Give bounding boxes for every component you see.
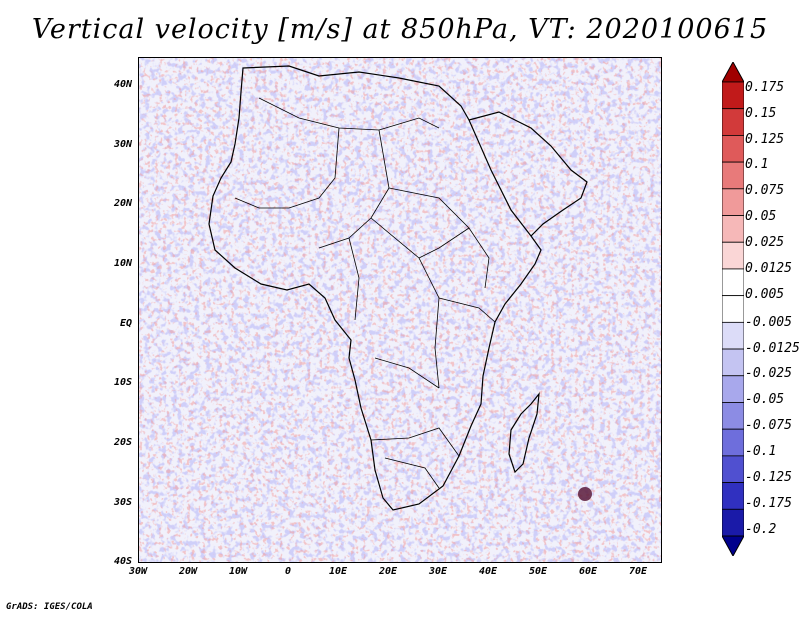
lat-label-eq: EQ [119, 318, 132, 329]
lon-label-40e: 40E [478, 566, 498, 577]
colorbar-label: 0.0125 [745, 261, 792, 276]
colorbar-label: 0.075 [745, 183, 785, 198]
lat-label-40n: 40N [113, 79, 132, 90]
lat-label-10s: 10S [113, 377, 132, 388]
colorbar-cell [722, 428, 744, 457]
lat-label-20s: 20S [113, 437, 132, 448]
colorbar [722, 62, 744, 556]
colorbar-cell [722, 268, 744, 297]
colorbar-label: -0.05 [745, 392, 785, 407]
colorbar-cell [722, 375, 744, 403]
lon-label-10e: 10E [328, 566, 348, 577]
lon-label-30e: 30E [428, 566, 448, 577]
colorbar-cell [722, 135, 744, 163]
colorbar-cell [722, 108, 744, 136]
colorbar-cell [722, 188, 744, 216]
lon-label-70e: 70E [628, 566, 648, 577]
grads-credit: GrADS: IGES/COLA [6, 602, 93, 612]
chart-title: Vertical velocity [m/s] at 850hPa, VT: 2… [31, 14, 769, 45]
colorbar-label: 0.1 [745, 157, 769, 172]
lon-label-50e: 50E [528, 566, 548, 577]
colorbar-label: -0.0125 [745, 341, 800, 356]
lat-label-10n: 10N [113, 258, 132, 269]
map-plot [138, 57, 662, 563]
colorbar-label: 0.025 [745, 235, 785, 250]
colorbar-label: 0.005 [745, 287, 785, 302]
colorbar-label: 0.15 [745, 106, 777, 121]
arabia-coastline [468, 111, 588, 237]
colorbar-label: -0.005 [745, 315, 792, 330]
lon-label-0: 0 [284, 566, 292, 577]
colorbar-label: -0.175 [745, 496, 792, 511]
colorbar-bottom-arrow [722, 535, 744, 556]
colorbar-cell [722, 508, 744, 537]
lat-label-20n: 20N [113, 198, 132, 209]
country-borders [234, 97, 496, 489]
lat-label-30s: 30S [113, 497, 132, 508]
colorbar-label: -0.025 [745, 366, 792, 381]
lat-label-40s: 40S [113, 556, 132, 567]
colorbar-cell [722, 402, 744, 430]
colorbar-cell [722, 81, 744, 110]
colorbar-top-arrow [722, 62, 744, 83]
colorbar-label: -0.1 [745, 444, 777, 459]
colorbar-cell [722, 241, 744, 270]
lon-label-10w: 10W [228, 566, 248, 577]
africa-coastline [208, 65, 542, 511]
madagascar-coastline [508, 392, 540, 474]
ascending-motion-texture [139, 58, 661, 562]
colorbar-cell [722, 321, 744, 350]
lon-label-20w: 20W [178, 566, 198, 577]
colorbar-cell [722, 295, 744, 323]
map-canvas [139, 58, 661, 562]
colorbar-label: -0.2 [745, 522, 777, 537]
colorbar-label: 0.125 [745, 132, 785, 147]
colorbar-cell [722, 161, 744, 190]
cyclone-feature [578, 487, 592, 501]
lat-label-30n: 30N [113, 139, 132, 150]
lon-label-30w: 30W [128, 566, 148, 577]
colorbar-label: -0.125 [745, 470, 792, 485]
lon-label-60e: 60E [578, 566, 598, 577]
colorbar-cell [722, 348, 744, 377]
colorbar-label: 0.05 [745, 209, 777, 224]
lon-label-20e: 20E [378, 566, 398, 577]
colorbar-label: -0.075 [745, 418, 792, 433]
colorbar-label: 0.175 [745, 80, 785, 95]
colorbar-cell [722, 482, 744, 510]
colorbar-cell [722, 455, 744, 483]
colorbar-cell [722, 215, 744, 243]
